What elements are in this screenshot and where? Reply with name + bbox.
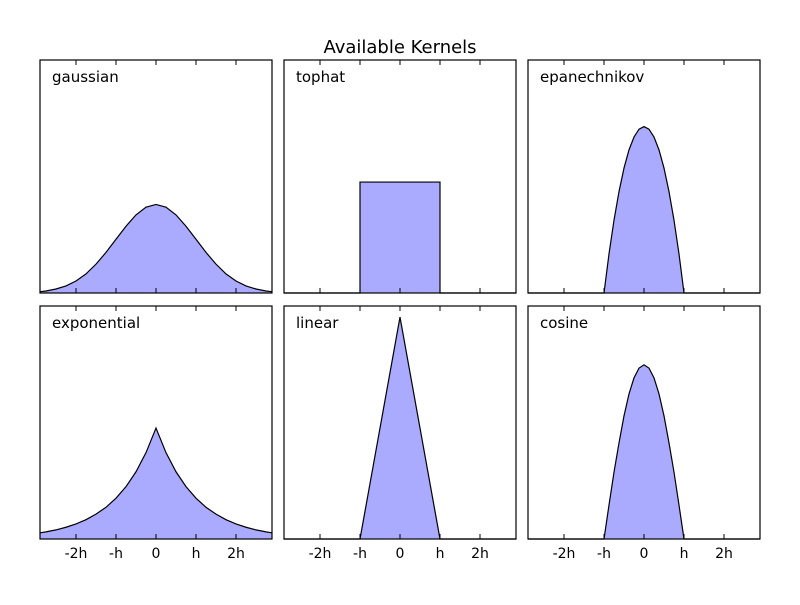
- kernel-fill: [528, 364, 760, 539]
- x-tick-label: 2h: [715, 546, 733, 562]
- kernel-fill: [284, 317, 516, 539]
- kernel-line: [528, 125, 760, 294]
- x-tick-label: h: [436, 546, 445, 562]
- x-tick-label: -h: [597, 546, 611, 562]
- x-tick-label: -h: [109, 546, 123, 562]
- kernel-line: [39, 203, 273, 293]
- kernel-line: [528, 364, 760, 540]
- kernel-line: [39, 426, 273, 534]
- x-tick-label: 2h: [471, 546, 489, 562]
- panel-label: linear: [296, 314, 339, 332]
- panel-epanechnikov: epanechnikov: [527, 59, 761, 294]
- x-tick-label: -2h: [65, 546, 88, 562]
- panel-gaussian: gaussian: [39, 59, 273, 294]
- x-tick-label: h: [192, 546, 201, 562]
- panel-tophat: tophat: [283, 59, 517, 294]
- x-tick-label: h: [680, 546, 689, 562]
- panel-linear: -2h -h 0 h 2h linear: [283, 305, 517, 562]
- panel-label: epanechnikov: [540, 68, 644, 86]
- kernel-fill: [40, 204, 272, 293]
- kernel-fill: [40, 428, 272, 539]
- panel-label: tophat: [296, 68, 345, 86]
- panel-exponential: -2h -h 0 h 2h exponential: [39, 305, 273, 562]
- x-tick-label: 0: [396, 546, 405, 562]
- panel-cosine: -2h -h 0 h 2h cosine: [527, 305, 761, 562]
- x-tick-label: -2h: [309, 546, 332, 562]
- kernel-fill: [528, 126, 760, 293]
- chart-title: Available Kernels: [323, 37, 476, 58]
- x-tick-label: 0: [152, 546, 161, 562]
- x-tick-label: 0: [640, 546, 649, 562]
- x-tick-label: -2h: [553, 546, 576, 562]
- panel-label: cosine: [540, 314, 588, 332]
- x-tick-label: 2h: [227, 546, 245, 562]
- panel-label: gaussian: [52, 68, 119, 86]
- panel-label: exponential: [52, 314, 140, 332]
- x-tick-label: -h: [353, 546, 367, 562]
- kernel-fill: [284, 182, 516, 293]
